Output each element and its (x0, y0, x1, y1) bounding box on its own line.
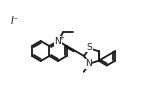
Text: +: + (59, 34, 64, 41)
Text: N: N (85, 59, 92, 68)
Text: N: N (55, 36, 61, 46)
Text: I⁻: I⁻ (11, 16, 19, 26)
Text: S: S (87, 43, 92, 52)
